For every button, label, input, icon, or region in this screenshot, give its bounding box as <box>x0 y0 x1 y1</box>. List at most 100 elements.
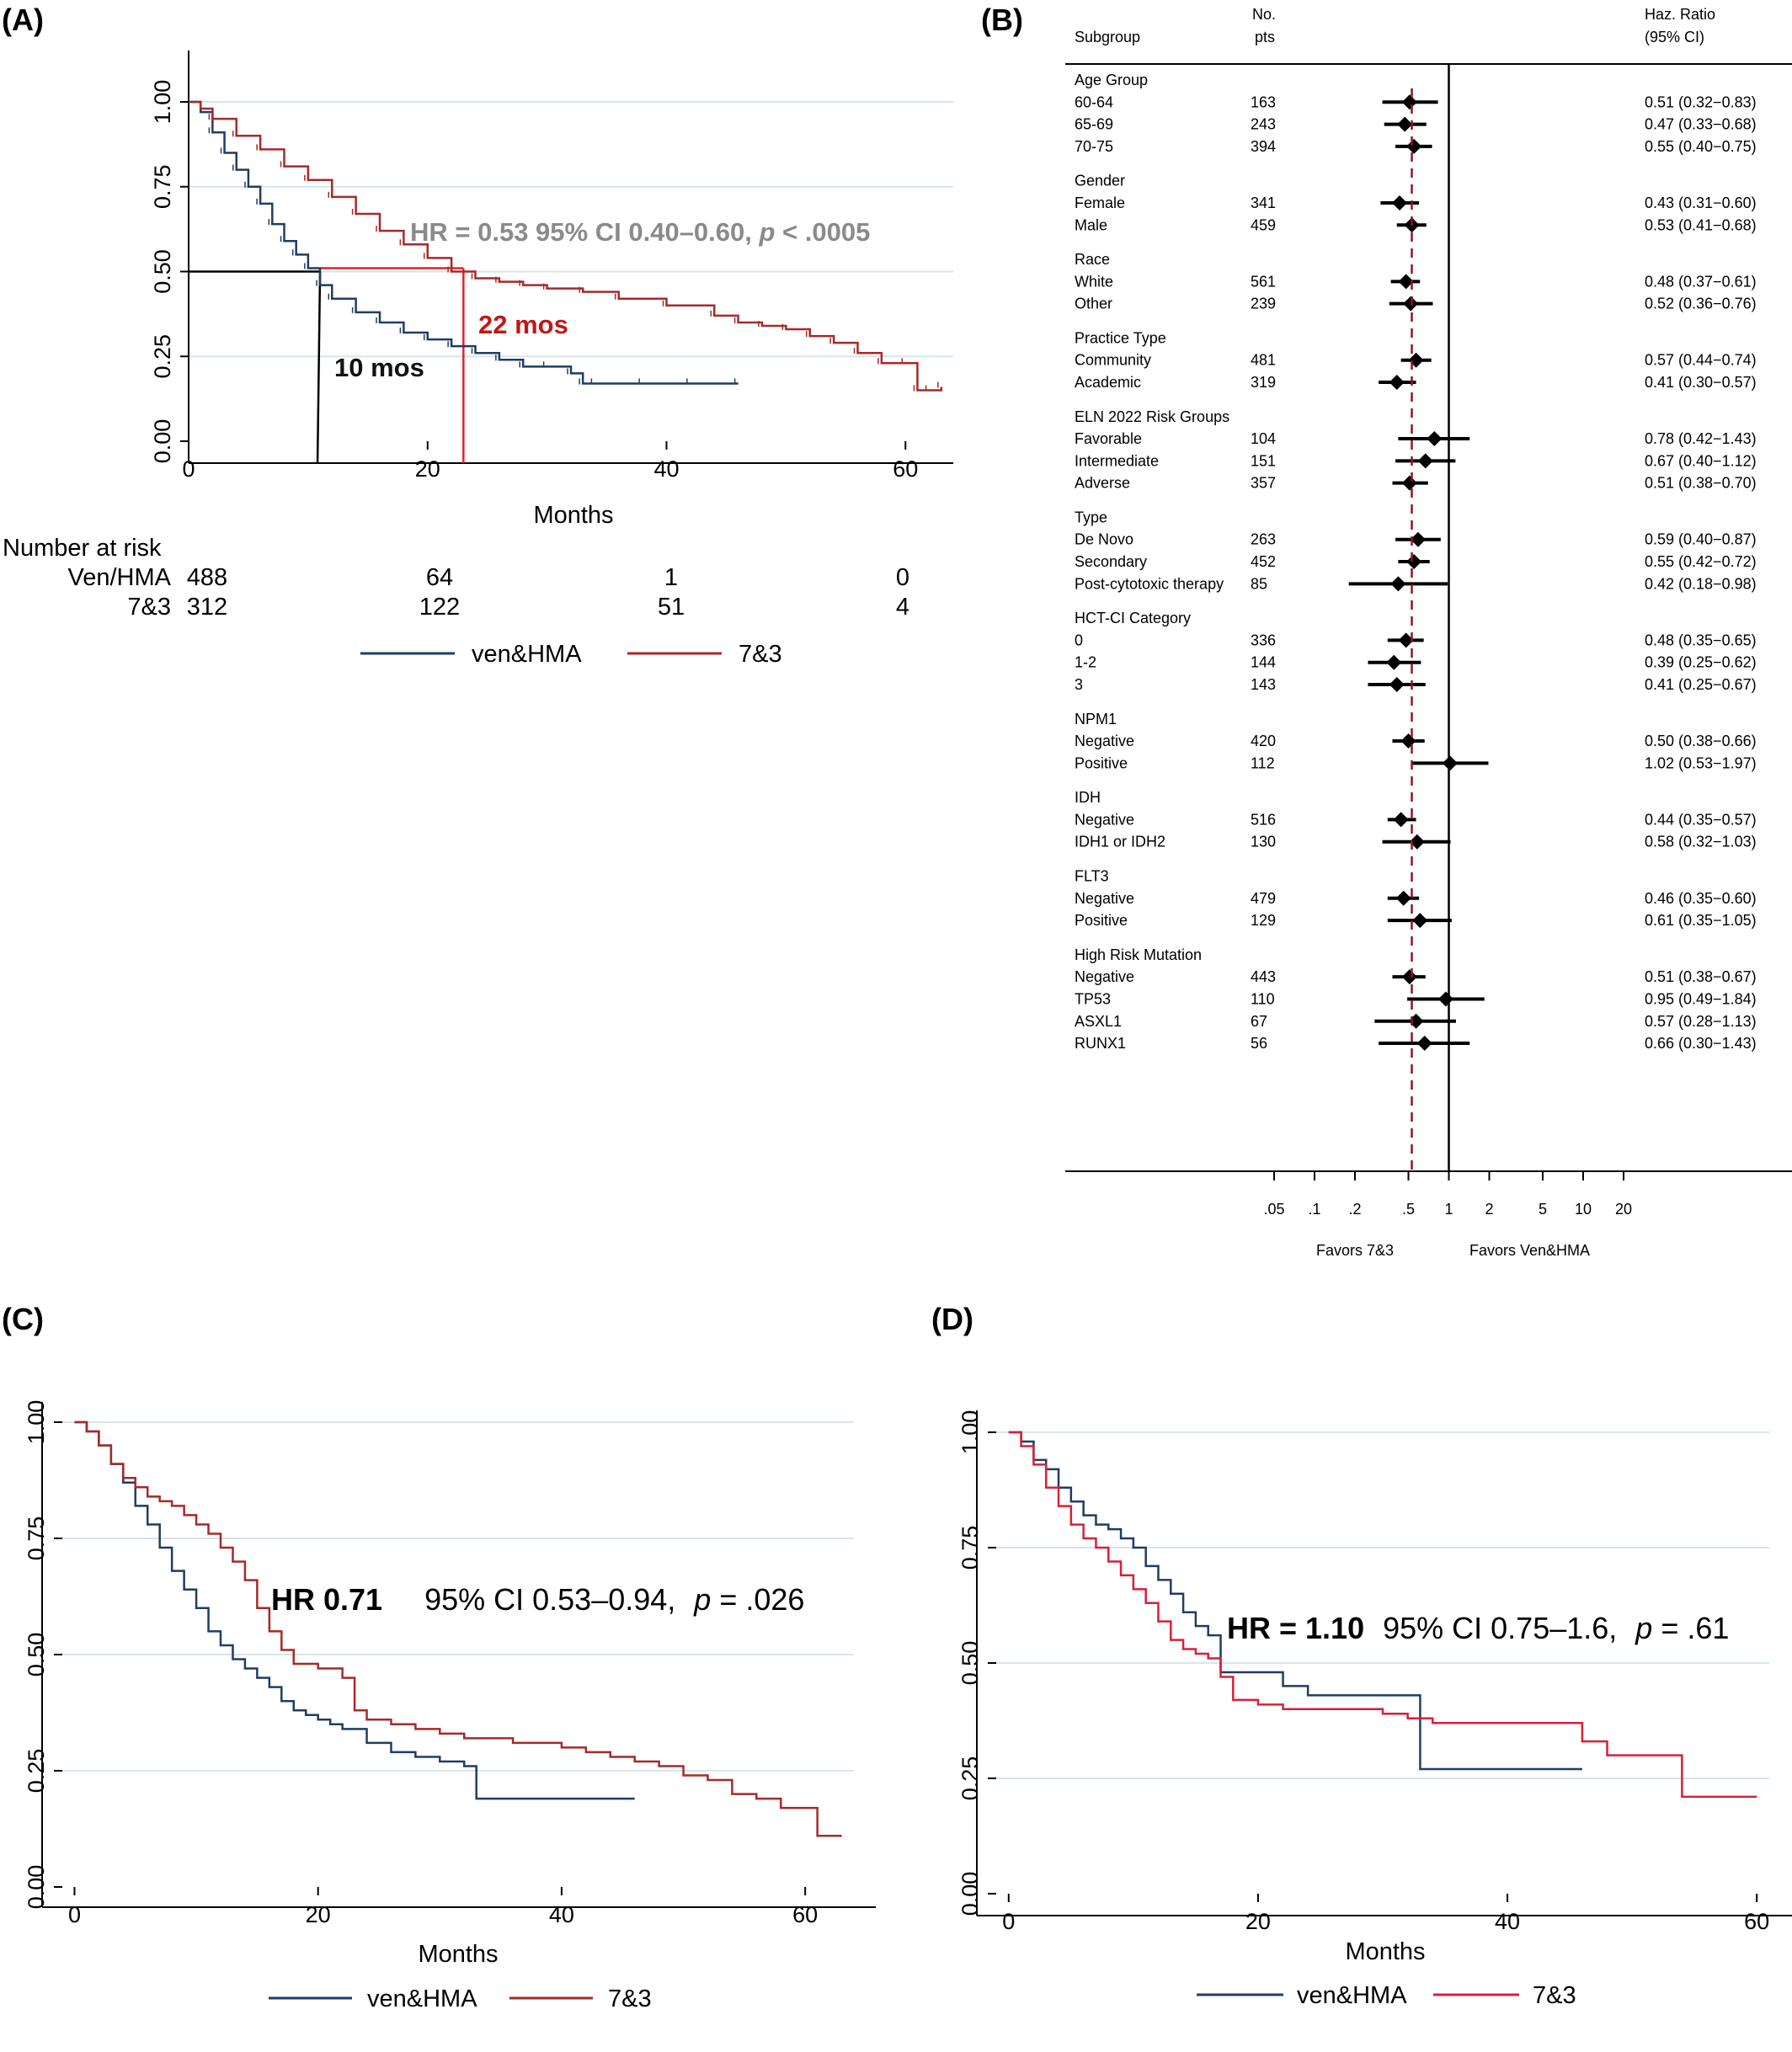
forest-row-label: 3 <box>1075 676 1083 693</box>
forest-row-hr-text: 0.55 (0.42−0.72) <box>1645 553 1757 570</box>
forest-row-n: 420 <box>1251 733 1276 749</box>
forest-row-label: Positive <box>1075 754 1128 771</box>
forest-group-heading: High Risk Mutation <box>1075 946 1202 963</box>
km-curve-7-3 <box>1008 1431 1757 1799</box>
x-tick-label: 20 <box>306 1902 331 1927</box>
forest-row-label: 65-69 <box>1075 116 1113 133</box>
forest-header-n2: pts <box>1255 29 1275 45</box>
panel-a-x-axis-title: Months <box>533 502 613 529</box>
forest-header-hr2: (95% CI) <box>1645 29 1704 45</box>
forest-row-label: Adverse <box>1075 475 1130 492</box>
forest-row-label: 70-75 <box>1075 138 1113 155</box>
forest-row-n: 341 <box>1251 195 1276 211</box>
favors-left-label: Favors 7&3 <box>1316 1242 1394 1259</box>
forest-hr-marker <box>1395 890 1411 906</box>
risk-row-label-ven: Ven/HMA <box>68 564 172 591</box>
legend-label-ven: ven&HMA <box>472 641 582 668</box>
legend-label-ven: ven&HMA <box>1297 1982 1407 2009</box>
panel-d-hr-annotation: HR = 1.10 95% CI 0.75–1.6, p = .61 <box>1227 1611 1729 1645</box>
forest-row-n: 561 <box>1251 273 1276 290</box>
forest-group-heading: NPM1 <box>1075 711 1117 728</box>
risk-row-label-73: 7&3 <box>127 594 171 621</box>
x-tick-label: 60 <box>792 1902 818 1927</box>
forest-row-hr-text: 0.78 (0.42−1.43) <box>1645 430 1757 447</box>
risk-value: 0 <box>896 564 909 591</box>
forest-row-label: Negative <box>1075 890 1134 907</box>
y-tick-label: 0.00 <box>24 1865 49 1910</box>
forest-row-label: Positive <box>1075 912 1128 929</box>
forest-row-n: 130 <box>1251 834 1276 850</box>
forest-group-heading: ELN 2022 Risk Groups <box>1075 408 1229 425</box>
y-tick-label: 0.25 <box>24 1749 49 1794</box>
forest-row-hr-text: 0.95 (0.49−1.84) <box>1645 990 1757 1007</box>
panel-a-median-lines <box>189 267 465 464</box>
forest-hr-marker <box>1412 913 1428 929</box>
forest-row-hr-text: 0.59 (0.40−0.87) <box>1645 531 1757 548</box>
x-tick-label: 40 <box>549 1902 574 1927</box>
panel-d-x-axis-title: Months <box>1345 1938 1425 1965</box>
panel-d: (D) 0.00 0.25 0.50 0.75 1.00 0 20 40 60 HR = 1.1… <box>931 1302 1792 2009</box>
x-tick-label: 20 <box>1245 1909 1271 1934</box>
legend-label-73: 7&3 <box>1533 1982 1576 2009</box>
forest-hr-marker <box>1409 834 1425 850</box>
forest-group-heading: Practice Type <box>1075 329 1166 346</box>
panel-b-letter: (B) <box>981 3 1023 37</box>
forest-hr-marker <box>1406 138 1422 154</box>
forest-hr-marker <box>1397 116 1413 132</box>
forest-row-label: Secondary <box>1075 553 1147 570</box>
forest-row-n: 459 <box>1251 216 1276 233</box>
forest-row-hr-text: 0.46 (0.35−0.60) <box>1645 890 1757 907</box>
panel-d-gridlines <box>996 1431 1769 1779</box>
forest-x-tick-label: .2 <box>1349 1201 1362 1218</box>
y-tick-label: 0.25 <box>957 1756 983 1801</box>
forest-row-label: Community <box>1075 352 1151 369</box>
forest-row-hr-text: 0.43 (0.31−0.60) <box>1645 195 1757 211</box>
forest-row-n: 479 <box>1251 890 1276 907</box>
forest-header-hr1: Haz. Ratio <box>1645 6 1715 23</box>
y-tick-label: 0.75 <box>24 1516 49 1561</box>
legend-label-73: 7&3 <box>739 641 782 668</box>
forest-row-label: Post-cytotoxic therapy <box>1075 575 1224 592</box>
forest-group-heading: Race <box>1075 251 1110 268</box>
forest-row-label: RUNX1 <box>1075 1035 1126 1052</box>
km-curve-7-3 <box>74 1420 842 1837</box>
forest-hr-marker <box>1389 374 1405 390</box>
km-curve-ven-hma <box>74 1420 635 1800</box>
forest-hr-marker <box>1392 195 1408 211</box>
forest-group-heading: FLT3 <box>1075 867 1109 884</box>
forest-x-tick-label: 10 <box>1575 1201 1592 1218</box>
forest-row-hr-text: 0.51 (0.32−0.83) <box>1645 93 1757 110</box>
forest-row-label: TP53 <box>1075 990 1111 1007</box>
forest-row-hr-text: 0.48 (0.35−0.65) <box>1645 632 1757 648</box>
y-tick-label: 0.50 <box>24 1633 49 1677</box>
forest-hr-marker <box>1410 531 1426 547</box>
forest-hr-marker <box>1401 969 1417 985</box>
x-tick-label: 60 <box>1744 1909 1769 1934</box>
forest-row-hr-text: 0.55 (0.40−0.75) <box>1645 138 1757 155</box>
forest-row-n: 163 <box>1251 93 1276 110</box>
forest-row-label: ASXL1 <box>1075 1013 1122 1030</box>
forest-row-hr-text: 0.39 (0.25−0.62) <box>1645 654 1757 671</box>
x-tick-label: 60 <box>893 456 918 482</box>
risk-value: 488 <box>187 564 227 591</box>
risk-value: 51 <box>658 594 685 621</box>
forest-row-hr-text: 0.66 (0.30−1.43) <box>1645 1035 1757 1052</box>
forest-x-tick-label: .05 <box>1263 1201 1284 1218</box>
forest-row-n: 112 <box>1251 754 1275 771</box>
x-tick-label: 40 <box>653 456 679 482</box>
forest-row-hr-text: 0.67 (0.40−1.12) <box>1645 452 1757 469</box>
forest-x-tick-label: 2 <box>1485 1201 1494 1218</box>
forest-row-label: White <box>1075 273 1113 290</box>
forest-row-n: 263 <box>1251 531 1276 548</box>
panel-a-letter: (A) <box>2 3 44 37</box>
forest-row-hr-text: 0.58 (0.32−1.03) <box>1645 834 1757 850</box>
forest-row-hr-text: 0.50 (0.38−0.66) <box>1645 733 1757 749</box>
forest-row-hr-text: 0.41 (0.30−0.57) <box>1645 374 1757 391</box>
forest-hr-marker <box>1417 453 1433 469</box>
forest-row-hr-text: 0.57 (0.28−1.13) <box>1645 1013 1757 1030</box>
forest-hr-marker <box>1427 431 1443 447</box>
forest-row-n: 336 <box>1251 632 1276 648</box>
forest-row-label: Female <box>1075 195 1125 211</box>
y-tick-label: 0.75 <box>150 164 175 209</box>
